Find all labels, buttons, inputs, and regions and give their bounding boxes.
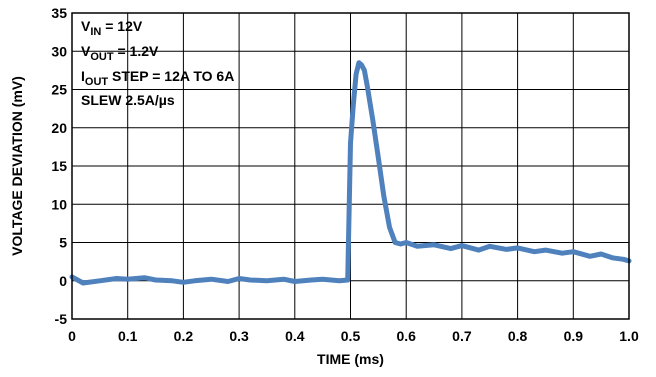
- y-tick-label: -5: [55, 311, 68, 327]
- x-tick-label: 0.9: [564, 328, 584, 344]
- y-tick-label: 20: [51, 120, 67, 136]
- x-tick-label: 0.3: [229, 328, 249, 344]
- annotation-line: VOUT = 1.2V: [81, 43, 159, 63]
- annotation-text: SLEW 2.5A/µs: [81, 92, 175, 108]
- annotation-text: = 1.2V: [114, 43, 159, 59]
- y-tick-label: 0: [59, 273, 67, 289]
- x-tick-label: 1.0: [619, 328, 639, 344]
- y-tick-label: 35: [51, 5, 67, 21]
- series-layer: [69, 60, 632, 286]
- tick-labels: 0 0.1 0.2 0.3 0.4 0.5 0.6 0.7 0.8 0.9 1.0 35 30 25 20 1…: [51, 5, 639, 344]
- x-tick-label: 0: [68, 328, 76, 344]
- annotation-text: V: [81, 43, 91, 59]
- y-axis-label: VOLTAGE DEVIATION (mV): [9, 76, 25, 256]
- x-tick-label: 0.4: [285, 328, 305, 344]
- annotation-subscript: OUT: [85, 76, 109, 88]
- annotation-subscript: OUT: [90, 51, 114, 63]
- annotation-line: IOUT STEP = 12A TO 6A: [81, 68, 234, 88]
- y-tick-label: 25: [51, 82, 67, 98]
- y-tick-label: 5: [59, 235, 67, 251]
- x-axis-label: TIME (ms): [317, 351, 384, 367]
- x-tick-label: 0.7: [452, 328, 472, 344]
- y-tick-label: 15: [51, 158, 67, 174]
- y-tick-label: 30: [51, 43, 67, 59]
- x-tick-label: 0.2: [174, 328, 194, 344]
- x-tick-label: 0.5: [341, 328, 361, 344]
- x-tick-label: 0.1: [118, 328, 138, 344]
- plot-frame: [71, 12, 630, 320]
- annotation-line: VIN = 12V: [81, 18, 143, 38]
- annotation-text: V: [81, 18, 91, 34]
- annotation-line: SLEW 2.5A/µs: [81, 92, 175, 108]
- annotation-subscript: IN: [90, 26, 101, 38]
- annotation-text: STEP = 12A TO 6A: [108, 68, 234, 84]
- annotation-text: I: [81, 68, 85, 84]
- x-tick-label: 0.6: [396, 328, 416, 344]
- annotation-text: = 12V: [101, 18, 143, 34]
- y-tick-label: 10: [51, 196, 67, 212]
- x-tick-label: 0.8: [508, 328, 528, 344]
- series-line: [69, 60, 632, 286]
